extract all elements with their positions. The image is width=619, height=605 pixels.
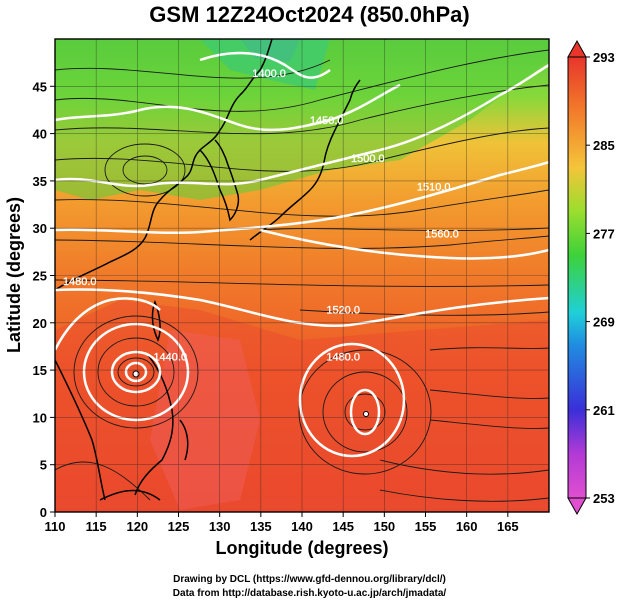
- colorbar-tick-label: 261: [593, 403, 615, 418]
- x-tick-label: 155: [415, 519, 437, 534]
- typhoon-circulation-2: [298, 349, 432, 475]
- borneo-coast: [99, 489, 161, 501]
- typhoon-center-1: [132, 370, 140, 378]
- x-tick-label: 140: [291, 519, 313, 534]
- low-circulation-north: [122, 155, 168, 185]
- map-title: GSM 12Z24Oct2024 (850.0hPa): [149, 2, 470, 27]
- streamline: [55, 59, 331, 79]
- streamline: [55, 235, 549, 249]
- typhoon-circulation-1: [97, 337, 175, 407]
- low-circulation-north: [104, 143, 186, 197]
- colorbar-tick-label: 269: [593, 315, 615, 330]
- contour-1560: [259, 228, 549, 260]
- philippines-coast: [134, 354, 189, 496]
- x-tick-label: 165: [497, 519, 519, 534]
- y-ticks: 0 5 10 15 20 25 30 35 40 45: [33, 79, 55, 520]
- y-tick-label: 20: [33, 316, 47, 331]
- contour-1500: [55, 63, 549, 188]
- y-tick-label: 10: [33, 410, 47, 425]
- x-tick-label: 120: [126, 519, 148, 534]
- x-tick-label: 135: [250, 519, 272, 534]
- streamline: [429, 389, 549, 399]
- credit-data-source: Data from http://database.rish.kyoto-u.a…: [172, 588, 447, 599]
- streamline: [55, 189, 549, 217]
- streamline: [55, 49, 549, 112]
- taiwan-coast: [151, 299, 161, 342]
- contour-typhoon-2: [298, 342, 406, 458]
- streamline: [379, 459, 549, 475]
- x-tick-label: 115: [86, 519, 107, 534]
- colorbar-gradient: [567, 56, 587, 499]
- colorbar-ticks: 253 261 269 277 285 293: [586, 50, 615, 506]
- indochina-coast: [55, 359, 106, 501]
- contour-typhoon-1: [110, 350, 162, 394]
- x-tick-label: 150: [373, 519, 395, 534]
- typhoon-circulation-1: [117, 357, 155, 387]
- china-coast: [55, 39, 273, 291]
- streamline: [299, 309, 549, 316]
- x-tick-label: 160: [456, 519, 478, 534]
- contour-label: 1560.0: [425, 229, 459, 241]
- x-tick-label: 130: [209, 519, 231, 534]
- y-tick-label: 40: [33, 127, 47, 142]
- typhoon-circulation-1: [73, 315, 199, 429]
- contour-typhoon-1: [124, 361, 148, 383]
- contour-1400: [199, 51, 331, 79]
- streamline: [379, 489, 549, 502]
- x-tick-label: 125: [168, 519, 190, 534]
- colorbar-tick-label: 277: [593, 226, 615, 241]
- contour-label: 1500.0: [351, 153, 385, 165]
- credit-drawing: Drawing by DCL (https://www.gfd-dennou.o…: [173, 574, 446, 585]
- y-tick-label: 0: [40, 505, 47, 520]
- colorbar-tick-label: 253: [593, 491, 615, 506]
- japan-coast: [249, 79, 361, 241]
- contour-1450: [55, 83, 401, 132]
- y-tick-label: 45: [33, 79, 47, 94]
- korea-coast: [199, 139, 240, 222]
- coastlines: [55, 39, 361, 501]
- contour-typhoon-1: [82, 322, 190, 422]
- contour-1480: [55, 297, 161, 351]
- y-axis-label: Latitude (degrees): [4, 197, 24, 353]
- contour-typhoon-2: [349, 388, 381, 436]
- contour-1520: [55, 288, 549, 327]
- x-ticks: 110 115 120 125 130 135 140 145 150 155 160 165: [45, 512, 519, 534]
- colorbar: 253 261 269 277 285 293: [567, 39, 615, 516]
- x-tick-label: 110: [45, 519, 66, 534]
- height-contours: [55, 51, 549, 458]
- contour-label: 1400.0: [252, 68, 286, 80]
- typhoon-center-2: [363, 411, 369, 417]
- y-tick-label: 35: [33, 174, 47, 189]
- y-tick-label: 5: [40, 458, 47, 473]
- streamline: [429, 419, 549, 429]
- colorbar-bottom-arrow: [567, 497, 587, 516]
- contour-label: 1440.0: [153, 352, 187, 364]
- streamline: [429, 347, 549, 351]
- colorbar-tick-label: 293: [593, 50, 615, 65]
- contour-1510: [55, 160, 549, 234]
- y-tick-label: 15: [33, 363, 47, 378]
- colorbar-top-arrow: [567, 39, 587, 58]
- streamline: [259, 227, 549, 232]
- typhoon-circulation-2: [344, 393, 386, 431]
- colorbar-tick-label: 285: [593, 138, 615, 153]
- contour-label: 1510.0: [417, 181, 451, 193]
- contour-label: 1480.0: [63, 276, 97, 288]
- y-tick-label: 25: [33, 269, 47, 284]
- contour-label: 1450.0: [310, 115, 344, 127]
- x-axis-label: Longitude (degrees): [215, 538, 388, 558]
- x-tick-label: 145: [332, 519, 354, 534]
- typhoon-circulation-2: [322, 371, 408, 453]
- y-tick-label: 30: [33, 221, 47, 236]
